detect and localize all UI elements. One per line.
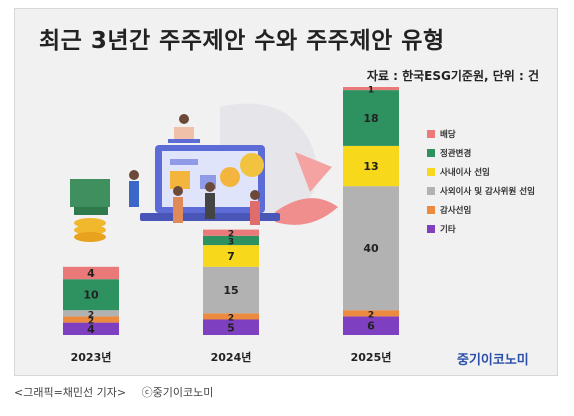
graphic-credit: <그래픽=채민선 기자> xyxy=(14,386,127,399)
data-label: 18 xyxy=(363,112,378,125)
category-label: 2023년 xyxy=(71,350,112,364)
bar-segment xyxy=(343,316,399,335)
legend-swatch xyxy=(427,129,435,138)
bar-segment xyxy=(203,229,259,236)
category-label: 2024년 xyxy=(211,350,252,364)
bar-segment xyxy=(343,186,399,311)
data-label: 10 xyxy=(83,289,99,302)
legend-item-배당: 배당 xyxy=(427,124,535,143)
legend-swatch xyxy=(427,167,435,176)
legend-item-사외이사선임: 사외이사 및 감사위원 선임 xyxy=(427,181,535,200)
data-label: 13 xyxy=(363,160,378,173)
bar-segment xyxy=(63,279,119,311)
legend-swatch xyxy=(427,205,435,214)
bar-segment xyxy=(343,145,399,187)
data-label: 3 xyxy=(228,237,234,247)
legend-swatch xyxy=(427,148,435,157)
category-label: 2025년 xyxy=(351,350,392,364)
bar-segment xyxy=(63,322,119,335)
bar-segment xyxy=(203,266,259,314)
legend-label: 감사선임 xyxy=(440,205,472,216)
data-label: 4 xyxy=(87,323,95,336)
bar-segment xyxy=(343,90,399,146)
data-label: 1 xyxy=(368,86,374,96)
legend-item-기타: 기타 xyxy=(427,219,535,238)
data-label: 5 xyxy=(227,321,235,334)
caption: <그래픽=채민선 기자> ⓒ중기이코노미 xyxy=(14,384,225,400)
bar-segment xyxy=(203,235,259,246)
data-label: 6 xyxy=(367,320,375,333)
data-label: 4 xyxy=(87,267,95,280)
copyright: ⓒ중기이코노미 xyxy=(141,386,214,399)
chart-frame: 최근 3년간 주주제안 수와 주주제안 유형 자료 : 한국ESG기준원, 단위… xyxy=(14,8,558,376)
legend-swatch xyxy=(427,224,435,233)
legend-label: 배당 xyxy=(440,129,456,140)
legend-label: 정관변경 xyxy=(440,148,472,159)
bar-segment xyxy=(203,319,259,335)
data-label: 2 xyxy=(228,313,234,323)
data-label: 40 xyxy=(363,242,379,255)
data-label: 15 xyxy=(223,284,238,297)
chart-legend: 배당 정관변경 사내이사 선임 사외이사 및 감사위원 선임 감사선임 기타 xyxy=(427,124,535,238)
bar-segment xyxy=(63,266,119,280)
legend-item-감사선임: 감사선임 xyxy=(427,200,535,219)
data-label: 2 xyxy=(368,310,374,320)
data-label: 2 xyxy=(88,317,94,327)
brand-logo-text: 중기이코노미 xyxy=(457,353,529,368)
bar-segment xyxy=(343,310,399,317)
bar-segment xyxy=(63,310,119,317)
bar-segment xyxy=(203,313,259,320)
bar-segment xyxy=(63,316,119,323)
legend-label: 사외이사 및 감사위원 선임 xyxy=(440,186,535,197)
legend-item-정관변경: 정관변경 xyxy=(427,143,535,162)
bar-segment xyxy=(203,245,259,267)
data-label: 2 xyxy=(88,310,94,320)
legend-item-사내이사선임: 사내이사 선임 xyxy=(427,162,535,181)
legend-label: 기타 xyxy=(440,224,456,235)
legend-swatch xyxy=(427,186,435,195)
legend-label: 사내이사 선임 xyxy=(440,167,490,178)
data-label: 7 xyxy=(227,250,235,263)
bar-segment xyxy=(343,87,399,91)
chart-title: 최근 3년간 주주제안 수와 주주제안 유형 xyxy=(39,28,445,54)
background-illustration xyxy=(70,103,338,242)
source-note: 자료 : 한국ESG기준원, 단위 : 건 xyxy=(366,69,539,83)
data-label: 2 xyxy=(228,230,234,240)
